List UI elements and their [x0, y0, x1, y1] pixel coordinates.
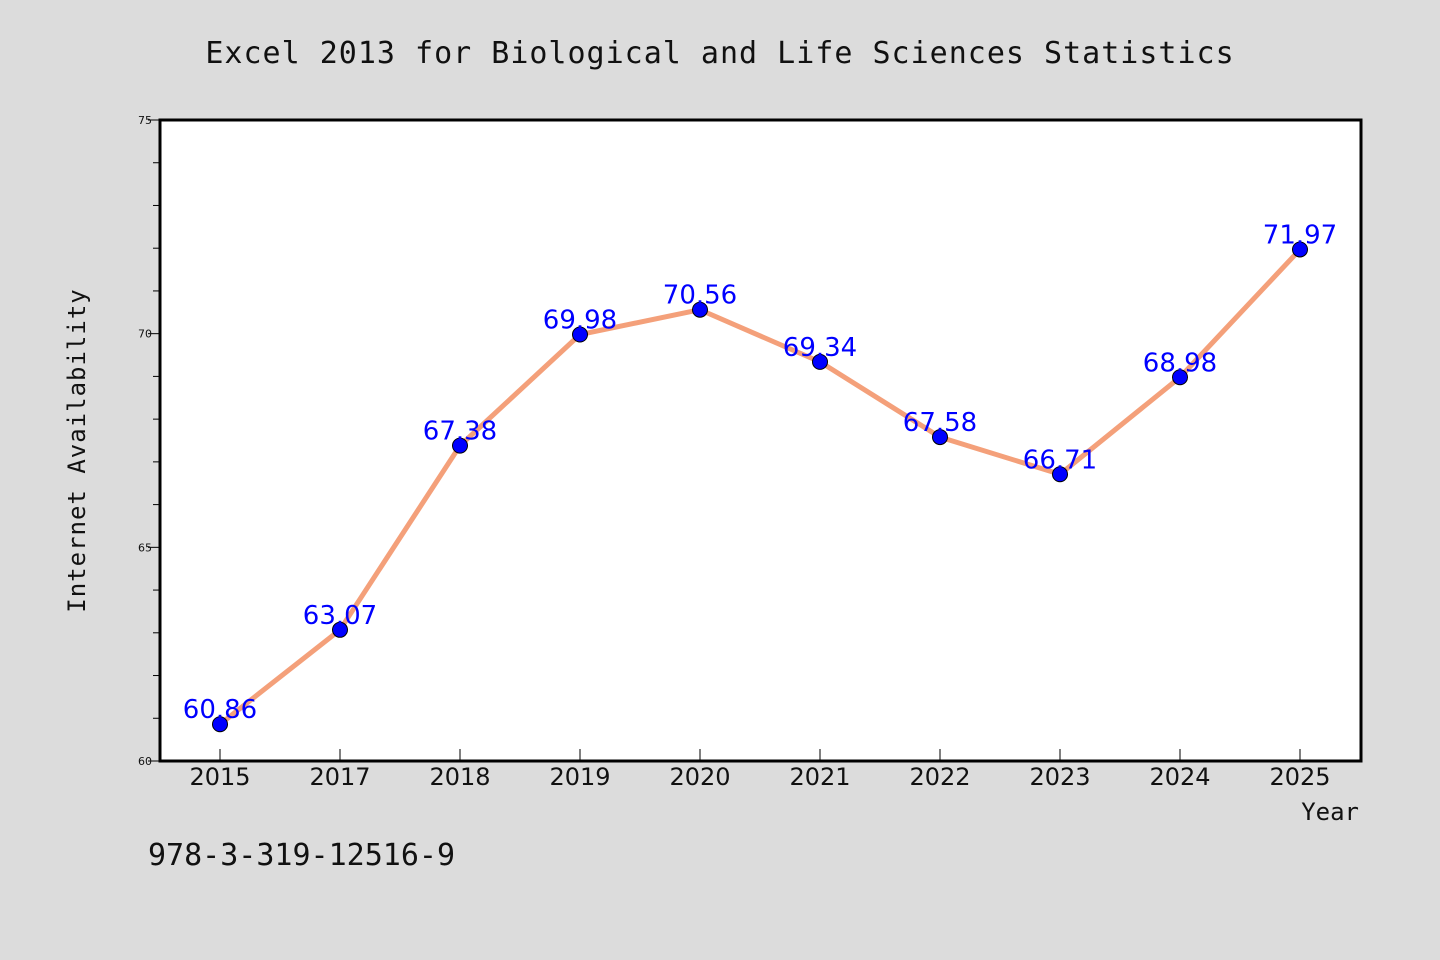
data-label: 69.98	[543, 306, 617, 336]
data-label: 67.38	[423, 417, 497, 447]
chart-title: Excel 2013 for Biological and Life Scien…	[205, 36, 1234, 71]
y-tick-label: 65	[138, 541, 152, 554]
data-point	[1292, 241, 1308, 258]
data-point	[452, 437, 468, 454]
x-tick-label: 2024	[1149, 763, 1210, 791]
data-point	[572, 326, 588, 343]
x-axis-label: Year	[1301, 798, 1359, 826]
data-point	[1052, 466, 1068, 483]
data-label: 66.71	[1023, 445, 1097, 475]
data-label: 60.86	[183, 695, 257, 725]
y-axis: 60 65 70 75	[138, 114, 160, 768]
x-tick-label: 2019	[549, 763, 610, 791]
y-tick-label: 75	[138, 114, 152, 127]
x-tick-label: 2020	[669, 763, 730, 791]
isbn-annotation: 978-3-319-12516-9	[148, 838, 455, 873]
plot-area	[158, 118, 1363, 763]
data-label: 68.98	[1143, 348, 1217, 378]
x-tick-label: 2018	[429, 763, 490, 791]
data-labels: 60.86 63.07 67.38 69.98 70.56 69.34 67.58 66.71…	[183, 220, 1337, 725]
data-label: 70.56	[663, 281, 737, 311]
x-axis: 2015 2017 2018 2019 2020 2021 2022 2023 2024 2025	[189, 749, 1331, 791]
data-label: 71.97	[1263, 220, 1337, 250]
y-axis-label: Internet Availability	[63, 288, 91, 612]
x-tick-label: 2017	[309, 763, 370, 791]
data-point	[1172, 369, 1188, 386]
data-label: 63.07	[303, 601, 377, 631]
series-markers	[212, 241, 1308, 733]
data-point	[212, 716, 228, 733]
data-point	[332, 621, 348, 638]
x-tick-label: 2022	[909, 763, 970, 791]
x-tick-label: 2025	[1269, 763, 1330, 791]
y-tick-label: 60	[138, 755, 152, 768]
x-tick-label: 2021	[789, 763, 850, 791]
y-tick-label: 70	[138, 328, 152, 341]
data-label: 69.34	[783, 333, 857, 363]
data-point	[932, 429, 948, 446]
data-point	[692, 301, 708, 318]
x-tick-label: 2023	[1029, 763, 1090, 791]
x-tick-label: 2015	[189, 763, 250, 791]
data-label: 67.58	[903, 408, 977, 438]
series-line	[218, 247, 1302, 727]
data-point	[812, 353, 828, 370]
